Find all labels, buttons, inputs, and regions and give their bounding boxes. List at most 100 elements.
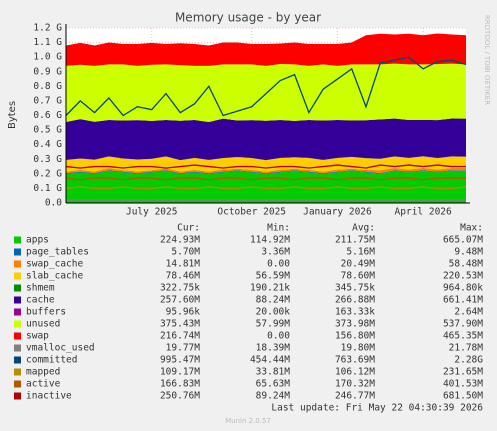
area [66, 167, 466, 174]
y-tick-label: 0.2 G [33, 168, 62, 179]
legend-stat: 78.46M [166, 271, 201, 282]
legend-stat: 114.92M [250, 235, 290, 246]
legend-stat: 9.48M [454, 247, 483, 258]
legend-stat: 109.17M [160, 367, 200, 378]
line [65, 164, 466, 169]
legend-stat: 163.33k [335, 307, 375, 318]
legend-stat: 95.96k [166, 307, 201, 318]
area [66, 156, 466, 161]
legend-stat: 5.70M [171, 247, 200, 258]
legend-stat: 345.75k [335, 283, 375, 294]
legend-stat: 661.41M [443, 295, 483, 306]
legend-stat: 220.53M [443, 271, 483, 282]
x-tick-label: July 2025 [126, 207, 177, 218]
legend-header: Max: [460, 223, 483, 234]
legend-stat: 250.76M [160, 391, 200, 402]
legend-stat: 681.50M [443, 391, 483, 402]
legend-header: Min: [267, 223, 290, 234]
y-tick-label: 1.1 G [33, 37, 62, 48]
legend-stat: 375.43M [160, 319, 200, 330]
legend-label: buffers [26, 307, 66, 318]
version: Munin 2.0.57 [225, 417, 271, 425]
line [65, 186, 467, 190]
legend-stat: 20.00k [256, 307, 291, 318]
legend-stat: 21.78M [449, 343, 484, 354]
legend-swatch [14, 344, 21, 352]
legend-stat: 373.98M [335, 319, 375, 330]
legend-stat: 19.77M [166, 343, 201, 354]
x-tick-label: January 2026 [303, 207, 372, 218]
legend-label: swap [26, 331, 49, 342]
y-tick-label: 0.3 G [33, 154, 62, 165]
legend-stat: 88.24M [256, 295, 291, 306]
last-update: Last update: Fri May 22 04:30:39 2026 [271, 403, 483, 414]
legend-stat: 156.80M [335, 331, 375, 342]
legend-stat: 89.24M [256, 391, 291, 402]
line [65, 56, 467, 117]
legend-stat: 246.77M [335, 391, 375, 402]
legend-label: committed [26, 355, 77, 366]
legend-stat: 2.28G [454, 355, 483, 366]
legend-swatch [14, 236, 21, 244]
area [66, 170, 466, 174]
legend-stat: 58.48M [449, 259, 484, 270]
legend-label: unused [26, 319, 60, 330]
legend-stat: 33.81M [256, 367, 291, 378]
legend-stat: 257.60M [160, 295, 200, 306]
legend-stat: 65.63M [256, 379, 291, 390]
legend-stat: 106.12M [335, 367, 375, 378]
y-tick-label: 0.5 G [33, 125, 62, 136]
legend-swatch [14, 248, 21, 256]
legend-swatch [14, 284, 21, 292]
chart-title: Memory usage - by year [175, 11, 321, 25]
area [66, 33, 466, 66]
legend-stat: 537.90M [443, 319, 483, 330]
legend-swatch [14, 296, 21, 304]
legend-header: Avg: [352, 223, 375, 234]
legend-stat: 231.65M [443, 367, 483, 378]
legend-label: vmalloc_used [26, 343, 95, 354]
legend-swatch [14, 356, 21, 364]
legend-stat: 0.00 [267, 331, 290, 342]
legend-swatch [14, 260, 21, 268]
line [65, 177, 466, 181]
legend-swatch [14, 320, 21, 328]
legend-label: inactive [26, 391, 72, 402]
legend-stat: 454.44M [250, 355, 290, 366]
y-tick-label: 0.9 G [33, 66, 62, 77]
legend-stat: 224.93M [160, 235, 200, 246]
side-text: RRDTOOL / TOBI OETIKER [483, 15, 491, 105]
y-tick-label: 0.8 G [33, 81, 62, 92]
legend-swatch [14, 272, 21, 280]
legend-stat: 211.75M [335, 235, 375, 246]
legend-stat: 190.21k [250, 283, 290, 294]
legend-label: swap_cache [26, 259, 83, 270]
legend-stat: 2.64M [454, 307, 483, 318]
legend-stat: 14.81M [166, 259, 201, 270]
legend-stat: 5.16M [346, 247, 375, 258]
legend-stat: 216.74M [160, 331, 200, 342]
legend-stat: 465.35M [443, 331, 483, 342]
legend-swatch [14, 332, 21, 340]
y-tick-label: 0.7 G [33, 95, 62, 106]
legend-stat: 763.69M [335, 355, 375, 366]
legend-stat: 166.83M [160, 379, 200, 390]
legend-label: mapped [26, 367, 60, 378]
legend-stat: 266.88M [335, 295, 375, 306]
legend-stat: 78.60M [341, 271, 376, 282]
legend-label: apps [26, 235, 49, 246]
legend-stat: 0.00 [267, 259, 290, 270]
legend-label: cache [26, 295, 55, 306]
x-tick-label: April 2026 [395, 207, 452, 218]
area [66, 170, 466, 203]
legend-stat: 18.39M [256, 343, 291, 354]
y-tick-label: 1.0 G [33, 52, 62, 63]
legend-stat: 20.49M [341, 259, 376, 270]
legend-stat: 401.53M [443, 379, 483, 390]
legend-swatch [14, 368, 21, 376]
legend-stat: 19.80M [341, 343, 376, 354]
y-tick-label: 0.4 G [33, 139, 62, 150]
legend-stat: 665.07M [443, 235, 483, 246]
y-tick-label: 1.2 G [33, 23, 62, 34]
